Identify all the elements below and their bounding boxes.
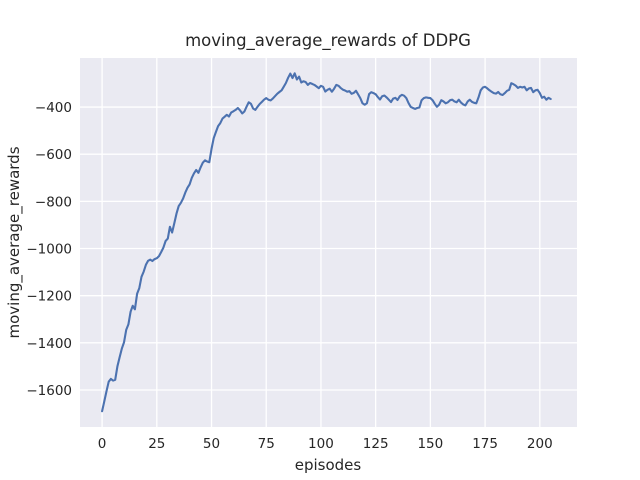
x-tick-label: 100 xyxy=(308,436,334,452)
y-tick-label: −600 xyxy=(35,147,72,163)
x-tick-label: 50 xyxy=(203,436,220,452)
y-tick-label: −1000 xyxy=(26,242,72,258)
grid-layer xyxy=(80,58,577,427)
x-tick-label: 125 xyxy=(363,436,389,452)
y-axis-label: moving_average_rewards xyxy=(5,146,24,338)
x-tick-label: 150 xyxy=(417,436,443,452)
x-axis-label: episodes xyxy=(295,456,362,474)
y-tick-label: −1600 xyxy=(26,383,72,399)
x-tick-label: 175 xyxy=(472,436,498,452)
y-tick-label: −1400 xyxy=(26,336,72,352)
x-tick-label: 75 xyxy=(258,436,275,452)
x-tick-label: 0 xyxy=(98,436,107,452)
plot-area xyxy=(80,58,577,427)
x-tick-label: 200 xyxy=(527,436,553,452)
x-tick-label: 25 xyxy=(148,436,165,452)
y-tick-label: −400 xyxy=(35,100,72,116)
chart-title: moving_average_rewards of DDPG xyxy=(185,31,471,51)
y-tick-label: −800 xyxy=(35,194,72,210)
y-tick-labels: −400 −600 −800 −1000 −1200 −1400 −1600 xyxy=(26,100,72,399)
x-tick-labels: 0 25 50 75 100 125 150 175 200 xyxy=(98,436,553,452)
y-tick-label: −1200 xyxy=(26,289,72,305)
reward-line xyxy=(101,72,552,413)
